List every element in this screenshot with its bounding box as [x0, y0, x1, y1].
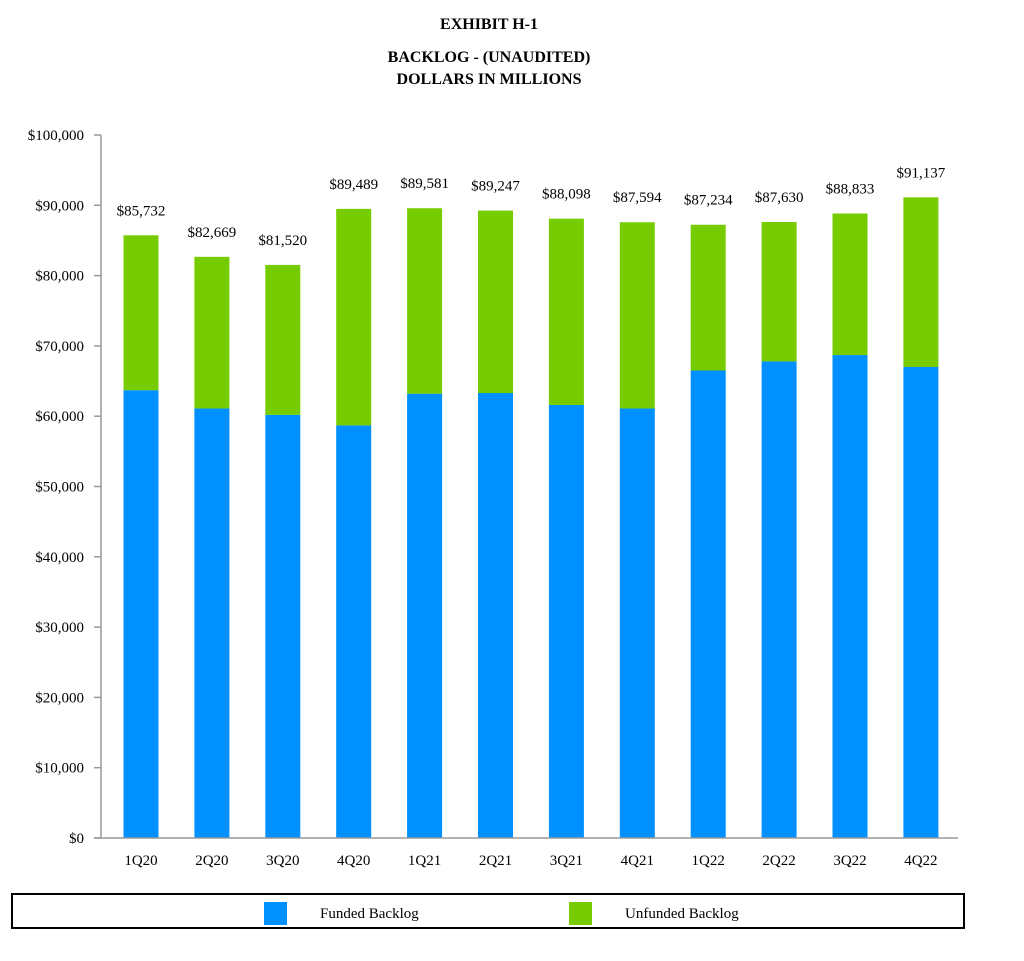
bar-funded	[265, 414, 301, 838]
data-label: $88,833	[826, 182, 875, 198]
y-tick-label: $90,000	[35, 198, 84, 214]
bar-unfunded	[265, 264, 301, 415]
y-tick-label: $40,000	[35, 550, 84, 566]
bar-unfunded	[407, 208, 443, 394]
y-tick-label: $0	[69, 831, 84, 847]
y-tick-label: $100,000	[28, 128, 84, 144]
x-tick-label: 3Q22	[833, 853, 866, 869]
bar-unfunded	[690, 224, 726, 371]
x-tick-label: 1Q21	[408, 853, 441, 869]
y-tick-label: $20,000	[35, 690, 84, 706]
bar-funded	[548, 404, 584, 838]
data-label: $82,669	[188, 225, 237, 241]
bar-unfunded	[832, 213, 868, 356]
bar-unfunded	[548, 218, 584, 405]
legend-swatch-funded	[264, 902, 287, 925]
data-label: $81,520	[258, 233, 307, 249]
x-tick-label: 3Q20	[266, 853, 299, 869]
data-label: $88,098	[542, 187, 591, 203]
bar-funded	[407, 393, 443, 838]
bar-unfunded	[619, 222, 655, 409]
bar-funded	[194, 408, 230, 838]
y-tick-label: $70,000	[35, 339, 84, 355]
bar-unfunded	[194, 256, 230, 409]
bar-funded	[690, 370, 726, 838]
bar-funded	[619, 408, 655, 838]
data-label: $89,581	[400, 176, 449, 192]
data-label: $85,732	[117, 203, 166, 219]
bar-funded	[761, 361, 797, 838]
exhibit-label: EXHIBIT H-1	[440, 16, 538, 33]
y-tick-label: $50,000	[35, 480, 84, 496]
x-tick-label: 2Q22	[762, 853, 795, 869]
legend-swatch-unfunded	[569, 902, 592, 925]
legend: Funded Backlog Unfunded Backlog	[11, 893, 965, 929]
x-tick-label: 3Q21	[550, 853, 583, 869]
bar-unfunded	[478, 210, 513, 394]
data-label: $89,247	[471, 179, 520, 195]
y-tick-label: $10,000	[35, 761, 84, 777]
data-label: $89,489	[329, 177, 378, 193]
chart-title: BACKLOG - (UNAUDITED)	[387, 49, 591, 66]
bar-unfunded	[903, 197, 939, 367]
legend-label-funded: Funded Backlog	[320, 906, 419, 922]
x-tick-label: 4Q20	[337, 853, 370, 869]
bar-funded	[123, 390, 159, 838]
data-label: $87,234	[684, 193, 733, 209]
x-tick-label: 4Q21	[621, 853, 654, 869]
data-label: $91,137	[897, 165, 946, 181]
bar-funded	[832, 355, 868, 838]
legend-label-unfunded: Unfunded Backlog	[625, 906, 739, 922]
chart-subtitle: DOLLARS IN MILLIONS	[396, 71, 582, 88]
data-label: $87,630	[755, 190, 804, 206]
x-tick-label: 1Q20	[124, 853, 157, 869]
bar-unfunded	[123, 235, 159, 391]
bar-funded	[478, 393, 513, 838]
x-tick-label: 2Q20	[195, 853, 228, 869]
bar-unfunded	[336, 208, 372, 426]
x-tick-label: 1Q22	[692, 853, 725, 869]
y-tick-label: $80,000	[35, 269, 84, 285]
y-tick-label: $30,000	[35, 620, 84, 636]
backlog-chart: $85,732 1Q20 $82,669 2Q20 $81,520 3Q20 $89,489…	[28, 128, 958, 869]
bar-funded	[903, 366, 939, 838]
data-label: $87,594	[613, 190, 662, 206]
x-tick-label: 2Q21	[479, 853, 512, 869]
y-tick-label: $60,000	[35, 409, 84, 425]
x-tick-label: 4Q22	[904, 853, 937, 869]
bar-unfunded	[761, 221, 797, 362]
bar-funded	[336, 425, 372, 838]
